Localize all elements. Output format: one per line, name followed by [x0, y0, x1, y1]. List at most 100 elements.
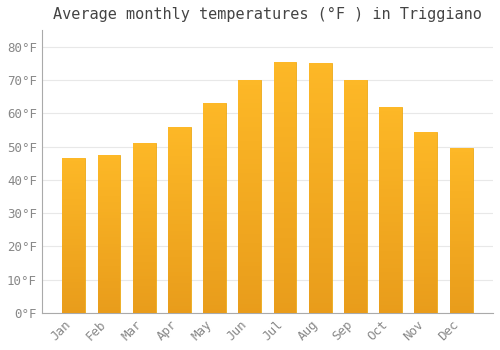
Bar — [450, 184, 472, 188]
Bar — [62, 230, 85, 233]
Bar — [168, 220, 191, 224]
Bar — [203, 179, 226, 183]
Bar — [238, 145, 262, 150]
Bar — [203, 162, 226, 166]
Bar — [414, 182, 438, 186]
Bar — [344, 155, 367, 159]
Bar — [238, 215, 262, 220]
Bar — [132, 306, 156, 310]
Bar — [168, 242, 191, 246]
Bar — [379, 293, 402, 296]
Bar — [132, 177, 156, 181]
Bar — [344, 136, 367, 141]
Bar — [450, 152, 472, 155]
Bar — [132, 228, 156, 232]
Bar — [309, 123, 332, 128]
Bar — [379, 127, 402, 132]
Bar — [379, 288, 402, 293]
Bar — [238, 89, 262, 94]
Bar — [168, 298, 191, 302]
Bar — [414, 277, 438, 280]
Bar — [450, 234, 472, 237]
Bar — [132, 222, 156, 225]
Bar — [309, 168, 332, 173]
Bar — [309, 253, 332, 258]
Bar — [62, 288, 85, 292]
Bar — [132, 204, 156, 208]
Bar — [238, 280, 262, 285]
Bar — [450, 181, 472, 184]
Bar — [450, 274, 472, 277]
Bar — [203, 305, 226, 309]
Bar — [238, 80, 262, 313]
Bar — [379, 301, 402, 305]
Bar — [450, 165, 472, 168]
Bar — [132, 235, 156, 238]
Bar — [168, 253, 191, 257]
Bar — [203, 107, 226, 112]
Bar — [98, 168, 120, 171]
Bar — [274, 268, 296, 273]
Bar — [344, 257, 367, 262]
Bar — [309, 273, 332, 278]
Bar — [274, 288, 296, 293]
Bar — [238, 113, 262, 117]
Bar — [62, 276, 85, 279]
Bar — [98, 155, 120, 313]
Bar — [98, 187, 120, 190]
Bar — [238, 103, 262, 108]
Bar — [203, 221, 226, 225]
Bar — [309, 173, 332, 178]
Bar — [274, 147, 296, 152]
Bar — [379, 111, 402, 115]
Bar — [379, 160, 402, 164]
Bar — [203, 229, 226, 233]
Bar — [238, 197, 262, 201]
Bar — [344, 108, 367, 113]
Bar — [274, 92, 296, 97]
Bar — [309, 148, 332, 153]
Bar — [379, 264, 402, 268]
Bar — [238, 243, 262, 248]
Bar — [203, 112, 226, 116]
Bar — [274, 308, 296, 313]
Bar — [132, 174, 156, 177]
Bar — [274, 298, 296, 303]
Title: Average monthly temperatures (°F ) in Triggiano: Average monthly temperatures (°F ) in Tr… — [53, 7, 482, 22]
Bar — [414, 284, 438, 288]
Bar — [132, 201, 156, 204]
Bar — [309, 63, 332, 313]
Bar — [132, 238, 156, 242]
Bar — [98, 196, 120, 199]
Bar — [168, 138, 191, 141]
Bar — [238, 136, 262, 141]
Bar — [414, 259, 438, 262]
Bar — [203, 259, 226, 263]
Bar — [274, 157, 296, 162]
Bar — [274, 117, 296, 122]
Bar — [344, 145, 367, 150]
Bar — [98, 205, 120, 209]
Bar — [203, 183, 226, 187]
Bar — [132, 256, 156, 259]
Bar — [379, 144, 402, 148]
Bar — [379, 193, 402, 197]
Bar — [238, 178, 262, 183]
Bar — [203, 288, 226, 292]
Bar — [98, 190, 120, 193]
Bar — [168, 201, 191, 205]
Bar — [168, 209, 191, 212]
Bar — [379, 135, 402, 140]
Bar — [203, 242, 226, 246]
Bar — [309, 238, 332, 243]
Bar — [238, 211, 262, 215]
Bar — [450, 287, 472, 290]
Bar — [274, 303, 296, 308]
Bar — [379, 243, 402, 247]
Bar — [344, 252, 367, 257]
Bar — [203, 141, 226, 145]
Bar — [379, 247, 402, 251]
Bar — [238, 224, 262, 229]
Bar — [203, 225, 226, 229]
Bar — [98, 310, 120, 313]
